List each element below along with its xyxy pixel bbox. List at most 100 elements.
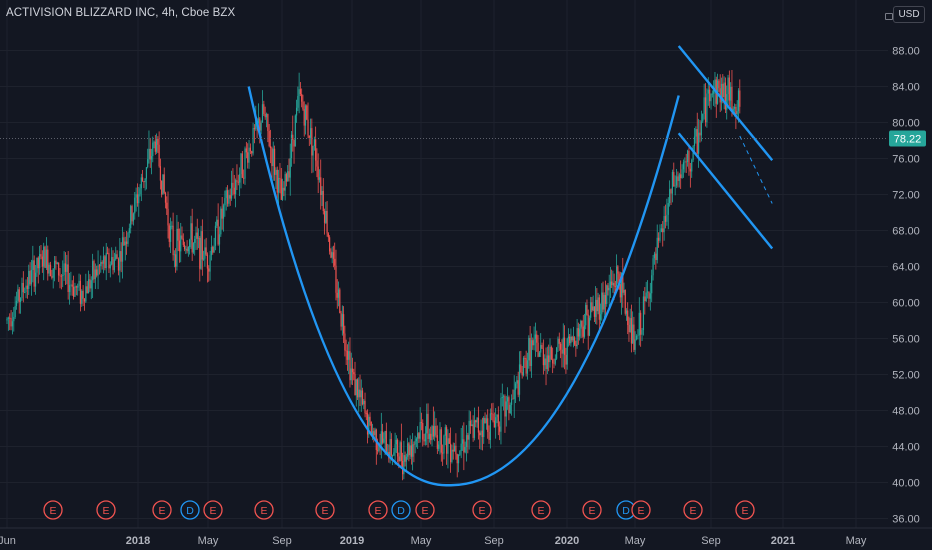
channel-lower-drawing[interactable] xyxy=(677,132,774,250)
candle-body xyxy=(130,206,132,229)
earnings-event-marker[interactable]: E xyxy=(472,500,492,520)
candle-body xyxy=(530,340,533,367)
event-circle xyxy=(472,500,492,520)
candle-body xyxy=(520,364,522,373)
candle-body xyxy=(253,128,256,130)
time-tick-label: May xyxy=(198,535,219,547)
candle-body xyxy=(85,286,87,302)
earnings-event-marker[interactable]: E xyxy=(152,500,172,520)
candle-body xyxy=(613,282,615,287)
candle-body xyxy=(30,269,33,285)
candle-body xyxy=(142,177,144,182)
candle-body xyxy=(374,429,376,436)
candle-body xyxy=(476,417,478,423)
dividend-event-marker[interactable]: D xyxy=(180,500,200,520)
trend-drawings[interactable] xyxy=(247,45,774,487)
candle-body xyxy=(534,334,537,339)
candle-body xyxy=(499,426,501,432)
candle-body xyxy=(491,413,493,415)
candle-body xyxy=(516,380,518,384)
candle-body xyxy=(67,264,69,292)
time-tick-label: Sep xyxy=(272,535,292,547)
candle-body xyxy=(540,345,542,353)
earnings-event-marker[interactable]: E xyxy=(735,500,755,520)
candle-body xyxy=(180,235,182,252)
earnings-event-marker[interactable]: E xyxy=(315,500,335,520)
candle-body xyxy=(196,232,198,239)
candle-body xyxy=(497,414,499,427)
candle-body xyxy=(45,249,48,268)
candle-body xyxy=(189,239,191,248)
candle-body xyxy=(224,198,226,206)
candle-body xyxy=(123,237,125,246)
candle-body xyxy=(570,336,572,344)
candle-body xyxy=(704,97,707,123)
candle-body xyxy=(303,109,305,126)
earnings-event-marker[interactable]: E xyxy=(415,500,435,520)
candle-body xyxy=(126,241,128,244)
candle-body xyxy=(385,430,387,454)
event-label: E xyxy=(741,505,748,517)
candle-body xyxy=(34,272,37,287)
earnings-event-marker[interactable]: E xyxy=(531,500,551,520)
candle-body xyxy=(244,148,246,179)
candle-body xyxy=(517,380,519,395)
candle-body xyxy=(404,455,406,462)
candle-body xyxy=(299,89,301,95)
earnings-event-marker[interactable]: E xyxy=(203,500,223,520)
candle-body xyxy=(257,118,260,124)
candle-body xyxy=(309,128,312,138)
candle-body xyxy=(735,106,737,115)
time-axis[interactable]: Jun 2018 May Sep 2019 May Sep 2020 May Sep 2021 May xyxy=(0,535,867,547)
price-axis[interactable]: 36.00 40.00 44.00 48.00 52.00 56.00 60.00 64.00… xyxy=(0,46,932,529)
candle-body xyxy=(635,335,638,340)
channel-upper-drawing[interactable] xyxy=(677,45,774,162)
earnings-event-marker[interactable]: E xyxy=(254,500,274,520)
candle-body xyxy=(197,237,200,239)
earnings-event-marker[interactable]: E xyxy=(43,500,63,520)
candle-body xyxy=(504,396,506,417)
earnings-event-marker[interactable]: E xyxy=(631,500,651,520)
candle-body xyxy=(25,285,27,293)
candle-body xyxy=(432,426,434,437)
candle-body xyxy=(339,289,341,313)
candle-body xyxy=(675,176,678,186)
earnings-event-marker[interactable]: E xyxy=(96,500,116,520)
candle-body xyxy=(371,431,374,436)
candle-body xyxy=(169,225,172,242)
earnings-event-marker[interactable]: E xyxy=(582,500,602,520)
candle-body xyxy=(565,354,567,365)
candle-body xyxy=(307,119,309,136)
price-tick-label: 48.00 xyxy=(892,406,920,418)
candle-body xyxy=(649,293,651,299)
cup-curve-drawing[interactable] xyxy=(247,86,680,487)
channel-mid-dashed-drawing[interactable] xyxy=(739,135,773,204)
candle-body xyxy=(596,299,598,312)
candle-body xyxy=(537,342,539,357)
candle-body xyxy=(595,299,597,317)
candle-body xyxy=(384,430,386,439)
candle-body xyxy=(345,350,347,352)
candle-body xyxy=(724,82,727,110)
candle-body xyxy=(423,439,425,442)
candle-body xyxy=(695,129,697,137)
candle-body xyxy=(302,101,304,110)
dividend-event-marker[interactable]: D xyxy=(391,500,411,520)
candle-body xyxy=(412,444,414,457)
candle-body xyxy=(139,188,141,195)
candle-body xyxy=(484,417,486,424)
earnings-event-marker[interactable]: E xyxy=(683,500,703,520)
candle-body xyxy=(699,132,701,136)
candle-body xyxy=(587,314,589,336)
candle-body xyxy=(422,423,424,440)
currency-button[interactable]: USD xyxy=(885,6,925,23)
candle-body xyxy=(545,358,547,370)
candle-body xyxy=(427,413,429,439)
candle-body xyxy=(19,298,22,303)
price-tick-label: 72.00 xyxy=(892,190,920,202)
candle-body xyxy=(730,86,732,101)
candle-body xyxy=(288,171,290,178)
earnings-event-marker[interactable]: E xyxy=(368,500,388,520)
